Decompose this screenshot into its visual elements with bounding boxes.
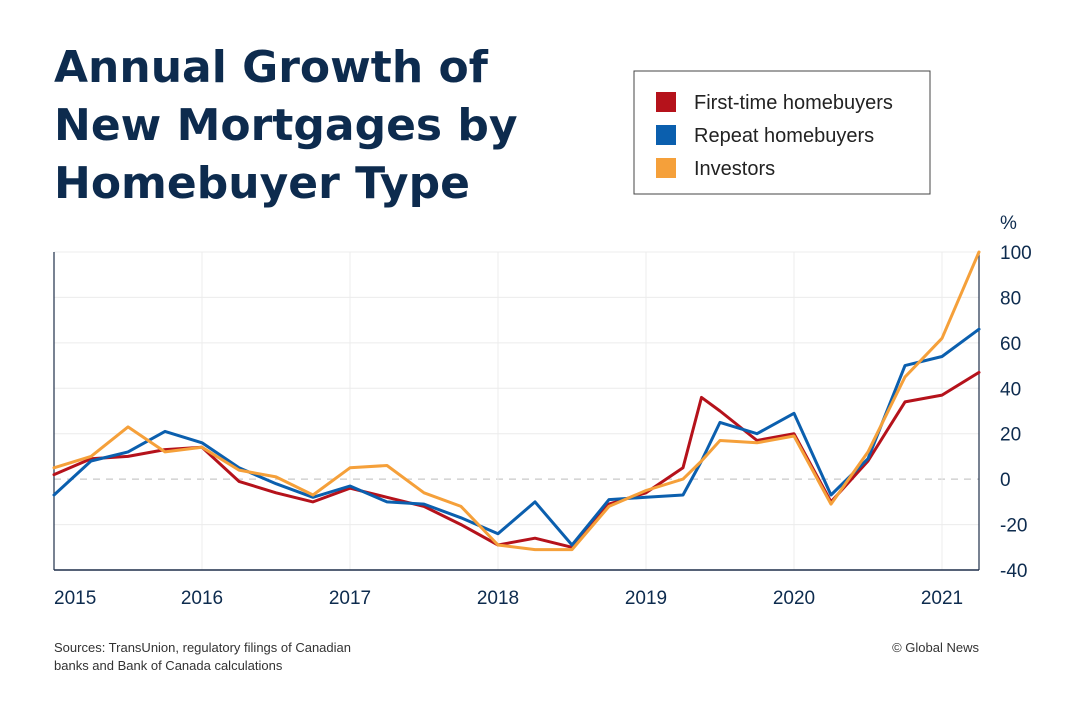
legend: First-time homebuyers Repeat homebuyers … bbox=[633, 70, 931, 195]
series-line-investors bbox=[52, 250, 981, 552]
x-tick-label: 2016 bbox=[181, 588, 223, 609]
y-tick-label: 80 bbox=[1000, 288, 1021, 309]
y-tick-label: 60 bbox=[1000, 334, 1021, 355]
legend-swatch-investors bbox=[656, 158, 676, 178]
title-line-2: New Mortgages by bbox=[54, 100, 518, 151]
series-line-first-time-homebuyers bbox=[52, 370, 981, 549]
series bbox=[52, 250, 981, 552]
legend-label-repeat: Repeat homebuyers bbox=[694, 125, 874, 147]
legend-label-investors: Investors bbox=[694, 158, 775, 180]
sources-note-line-2: banks and Bank of Canada calculations bbox=[54, 658, 283, 673]
y-tick-label: 0 bbox=[1000, 470, 1011, 491]
y-tick-label: 20 bbox=[1000, 425, 1021, 446]
x-tick-label: 2015 bbox=[54, 588, 96, 609]
x-tick-label: 2020 bbox=[773, 588, 815, 609]
y-tick-label: 40 bbox=[1000, 379, 1021, 400]
legend-label-first-time: First-time homebuyers bbox=[694, 92, 893, 114]
title-line-1: Annual Growth of bbox=[54, 42, 489, 93]
legend-swatch-first-time bbox=[656, 92, 676, 112]
y-tick-label: -40 bbox=[1000, 561, 1027, 582]
x-tick-label: 2019 bbox=[625, 588, 667, 609]
x-tick-label: 2018 bbox=[477, 588, 519, 609]
y-tick-label: 100 bbox=[1000, 243, 1032, 264]
grid bbox=[54, 251, 979, 570]
x-tick-label: 2021 bbox=[921, 588, 963, 609]
tick-labels: 100 80 60 40 20 0 -20 -40 2015 2016 2017 2018 2019 20… bbox=[54, 243, 1032, 609]
credit: © Global News bbox=[892, 640, 979, 655]
y-tick-label: -20 bbox=[1000, 516, 1027, 537]
axes bbox=[53, 252, 980, 571]
chart-title: Annual Growth of New Mortgages by Homebu… bbox=[54, 42, 518, 209]
legend-swatch-repeat bbox=[656, 125, 676, 145]
y-unit-label: % bbox=[1000, 213, 1017, 234]
title-line-3: Homebuyer Type bbox=[54, 158, 470, 209]
series-line-repeat-homebuyers bbox=[52, 327, 981, 547]
legend-box bbox=[633, 70, 931, 195]
x-tick-label: 2017 bbox=[329, 588, 371, 609]
sources-note-line-1: Sources: TransUnion, regulatory filings … bbox=[54, 640, 351, 655]
